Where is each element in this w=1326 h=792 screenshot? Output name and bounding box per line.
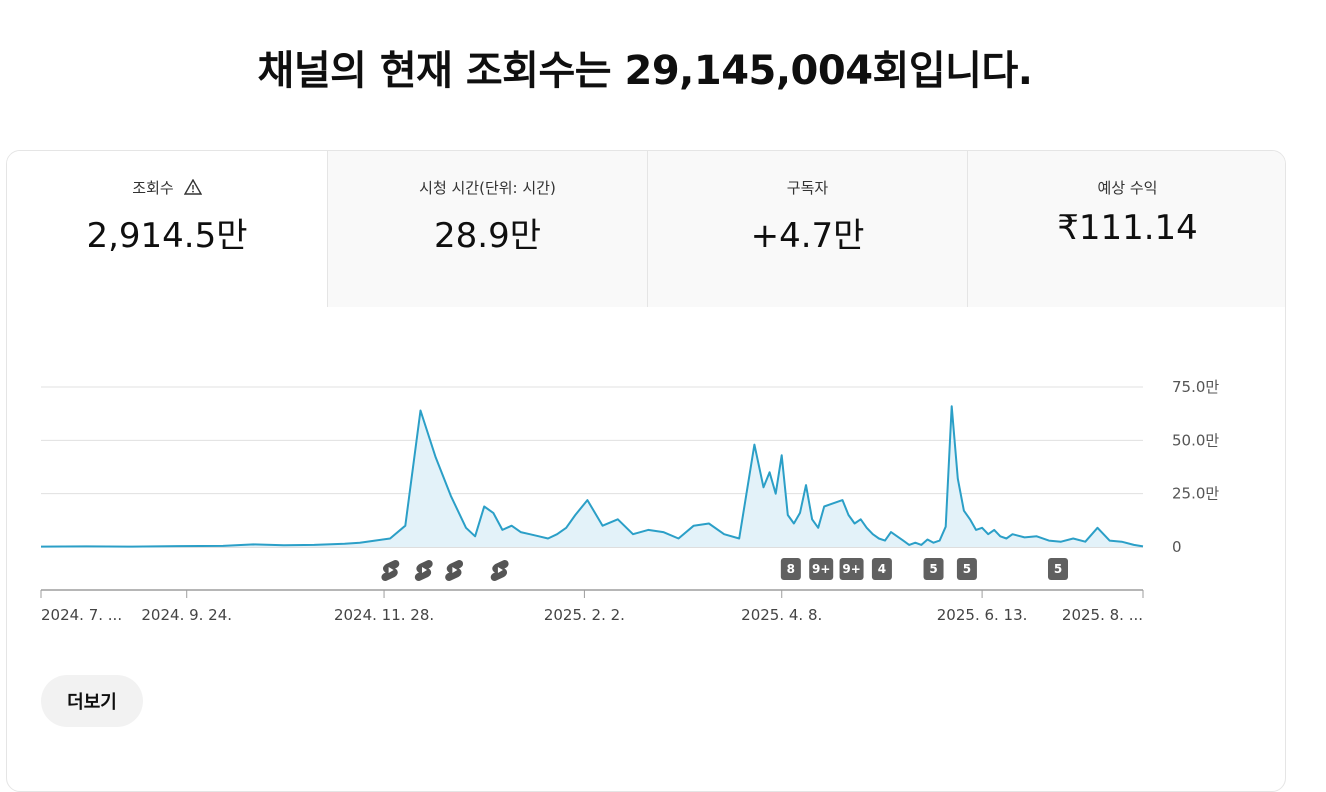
video-count-badge-label: 9+ [812,562,830,576]
video-count-badge [839,558,864,580]
shorts-icon[interactable] [445,560,464,581]
video-count-badge [780,558,801,580]
x-tick-label: 2024. 11. 28. [334,606,434,624]
tab-watch-time[interactable]: 시청 시간(단위: 시간) 28.9만 [327,151,647,307]
video-count-badge [923,558,944,580]
shorts-icon[interactable] [490,560,509,581]
views-chart[interactable]: 75.0만 50.0만 25.0만 0 2024. 7. ... 2024. 9. 24.… [0,0,1326,750]
tab-views-value: 2,914.5만 [86,216,248,256]
video-count-badge-label: 5 [1054,562,1062,576]
shorts-icon[interactable] [414,560,433,581]
y-tick-label: 25.0만 [1172,485,1219,503]
tab-revenue-value: ₹111.14 [1057,208,1198,248]
y-tick-label: 0 [1172,538,1182,556]
video-count-badge [1047,558,1068,580]
chart-area: 75.0만 50.0만 25.0만 0 2024. 7. ... 2024. 9. 24.… [0,0,1326,750]
y-tick-label: 75.0만 [1172,378,1219,396]
tab-views[interactable]: 조회수 2,914.5만 [7,151,327,307]
tab-subscribers[interactable]: 구독자 +4.7만 [647,151,967,307]
views-line [40,405,1144,548]
tab-revenue[interactable]: 예상 수익 ₹111.14 [967,151,1285,307]
tab-views-label: 조회수 [132,178,174,197]
x-tick-label: 2025. 2. 2. [544,606,625,624]
x-tick-label: 2025. 6. 13. [937,606,1028,624]
video-count-badge-label: 4 [878,562,886,576]
shorts-icon[interactable] [381,560,400,581]
tab-revenue-label: 예상 수익 [1097,178,1158,197]
video-count-badge-label: 5 [963,562,971,576]
views-area [41,406,1143,547]
warning-icon[interactable] [183,179,202,195]
metric-tabs: 조회수 2,914.5만 시청 시간(단위: 시간) 28.9만 구독자 +4.… [7,151,1285,307]
video-count-badge-label: 5 [929,562,937,576]
x-tick-label: 2025. 8. ... [1062,606,1143,624]
tab-watch-time-value: 28.9만 [434,216,541,256]
x-tick-label: 2024. 7. ... [41,606,122,624]
x-tick-label: 2024. 9. 24. [141,606,232,624]
more-button[interactable]: 더보기 [41,675,143,727]
video-count-badge-label: 9+ [842,562,860,576]
analytics-card: 조회수 2,914.5만 시청 시간(단위: 시간) 28.9만 구독자 +4.… [6,150,1286,792]
page-headline: 채널의 현재 조회수는 29,145,004회입니다. [257,48,1033,94]
video-count-badge-label: 8 [787,562,795,576]
video-count-badge [871,558,892,580]
x-tick-label: 2025. 4. 8. [741,606,822,624]
video-count-badge [956,558,977,580]
y-tick-label: 50.0만 [1172,431,1219,449]
video-count-badge [809,558,834,580]
tab-subscribers-value: +4.7만 [750,216,865,256]
tab-watch-time-label: 시청 시간(단위: 시간) [419,178,556,197]
tab-subscribers-label: 구독자 [786,178,829,197]
